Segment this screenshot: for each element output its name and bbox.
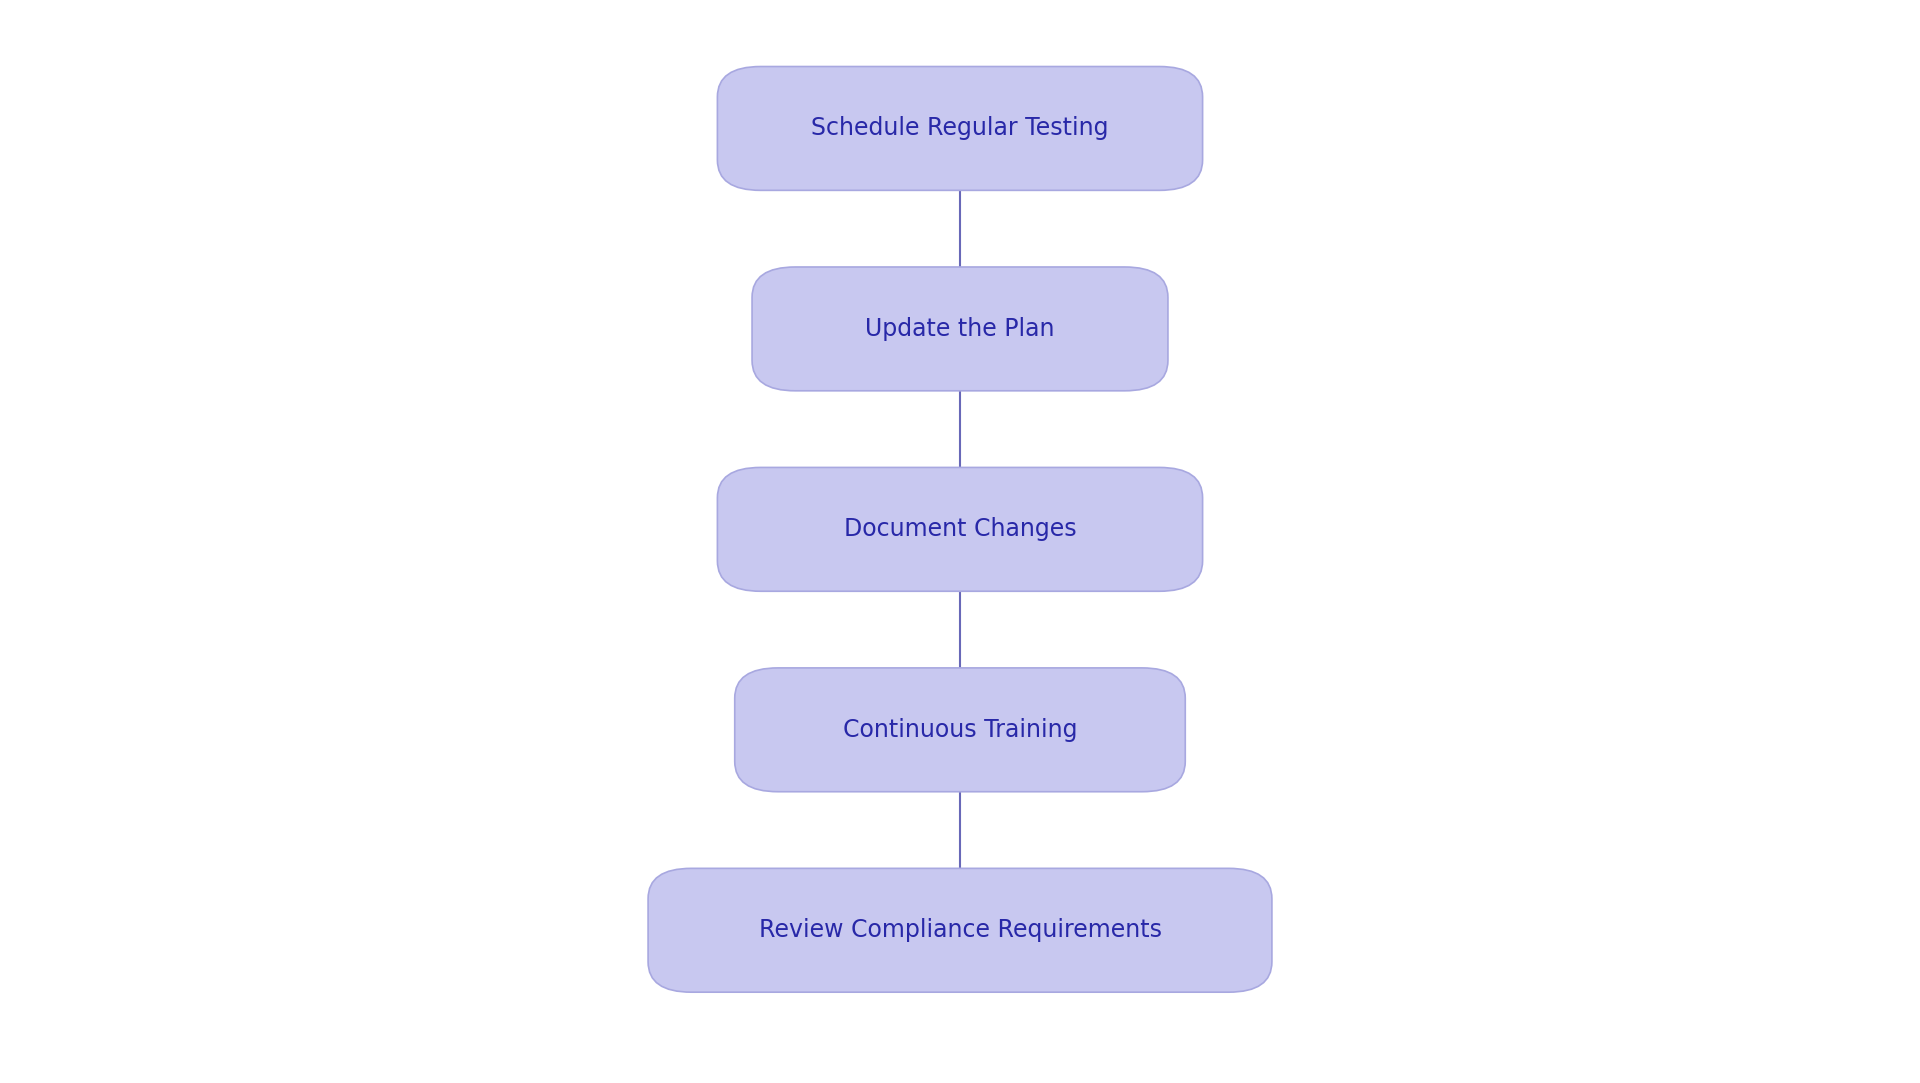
- Text: Update the Plan: Update the Plan: [866, 317, 1054, 341]
- FancyBboxPatch shape: [718, 66, 1202, 191]
- FancyBboxPatch shape: [718, 468, 1202, 591]
- FancyBboxPatch shape: [735, 668, 1185, 792]
- Text: Document Changes: Document Changes: [843, 518, 1077, 542]
- Text: Schedule Regular Testing: Schedule Regular Testing: [812, 117, 1108, 141]
- FancyBboxPatch shape: [649, 869, 1271, 992]
- FancyBboxPatch shape: [753, 268, 1167, 391]
- Text: Continuous Training: Continuous Training: [843, 718, 1077, 742]
- Text: Review Compliance Requirements: Review Compliance Requirements: [758, 918, 1162, 942]
